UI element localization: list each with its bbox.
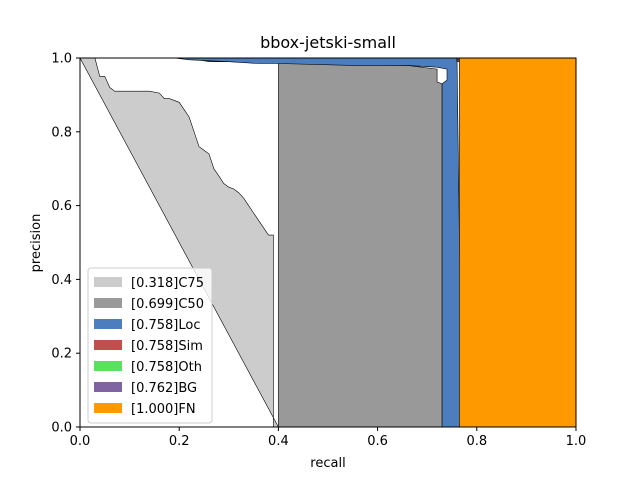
legend-label: [0.758]Sim: [131, 339, 203, 354]
x-tick-label: 0.2: [169, 434, 190, 449]
x-axis-label: recall: [310, 456, 345, 471]
series-area-6: [459, 58, 576, 427]
legend-label: [1.000]FN: [131, 402, 196, 417]
x-tick-label: 0.0: [70, 434, 91, 449]
y-tick-label: 0.8: [51, 125, 72, 140]
series-area-0: [80, 58, 279, 427]
legend-swatch: [94, 361, 122, 371]
y-tick-label: 0.0: [51, 421, 72, 436]
plot-area: [80, 58, 576, 427]
series-area-1: [80, 58, 443, 427]
legend-label: [0.758]Oth: [131, 360, 202, 375]
x-tick-label: 0.4: [268, 434, 289, 449]
legend-label: [0.699]C50: [131, 297, 204, 312]
legend-swatch: [94, 319, 122, 329]
y-tick-label: 0.6: [51, 199, 72, 214]
y-tick-label: 0.2: [51, 347, 72, 362]
legend-swatch: [94, 277, 122, 287]
x-tick-label: 0.6: [367, 434, 388, 449]
legend-label: [0.318]C75: [131, 276, 204, 291]
legend-swatch: [94, 298, 122, 308]
legend: [0.318]C75 [0.699]C50 [0.758]Loc [0.758]Sim…: [87, 267, 213, 424]
chart-title: bbox-jetski-small: [260, 33, 396, 52]
series-area-2: [174, 58, 463, 427]
axes: 0.0 0.2 0.4 0.6 0.8 1.0 0.0 0.2 0.4 0.6 0.8 1.0: [51, 52, 586, 450]
legend-swatch: [94, 382, 122, 392]
legend-swatch: [94, 403, 122, 413]
plot-frame: [79, 57, 577, 428]
x-tick-label: 1.0: [566, 434, 587, 449]
legend-label: [0.758]Loc: [131, 318, 200, 333]
legend-swatch: [94, 340, 122, 350]
y-tick-label: 1.0: [51, 52, 72, 67]
y-tick-label: 0.4: [51, 273, 72, 288]
y-axis-label: precision: [29, 214, 44, 273]
legend-label: [0.762]BG: [131, 381, 197, 396]
x-tick-label: 0.8: [466, 434, 487, 449]
